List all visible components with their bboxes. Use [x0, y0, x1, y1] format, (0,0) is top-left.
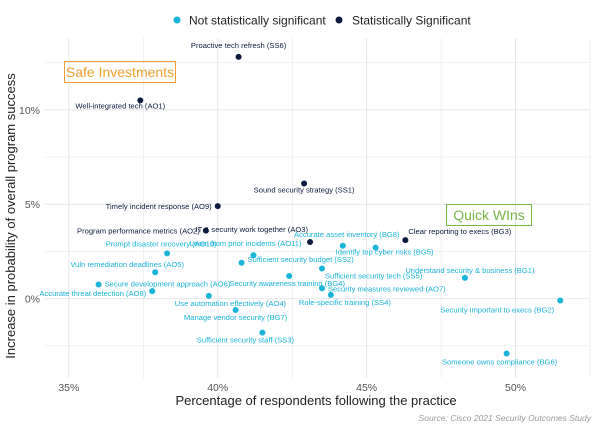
axis-ticks: 35% 40% 45% 50% 0% 5% 10% — [19, 105, 526, 394]
legend-not-sig-marker — [173, 16, 181, 24]
label-someone-owns-compliance-bg6: Someone owns compliance (BG6) — [442, 357, 558, 366]
data-points — [95, 53, 564, 357]
label-timely-incident-response-ao9: Timely incident response (AO9) — [106, 202, 213, 211]
point-use-automation-effectively-ao4 — [205, 292, 212, 299]
point-accurate-threat-detection-ao8 — [149, 288, 156, 295]
y-tick-label: 10% — [19, 105, 40, 117]
label-manage-vendor-security-bg7: Manage vendor security (BG7) — [184, 313, 288, 322]
label-role-specific-training-ss4: Role-specific training (SS4) — [299, 298, 391, 307]
source-note: Source: Cisco 2021 Security Outcomes Stu… — [419, 413, 592, 423]
point-it-security-work-together-ao3 — [307, 239, 314, 245]
quick-wins-label: Quick WIns — [453, 207, 525, 223]
x-tick-label: 45% — [356, 382, 377, 394]
label-vuln-remediation-deadlines-ao5: Vuln remediation deadlines (AO5) — [70, 260, 184, 269]
safe-investments-annotation: Safe Investments — [64, 61, 176, 83]
label-use-automation-effectively-ao4: Use automation effectively (AO4) — [175, 299, 287, 308]
point-sufficient-security-budget-ss2 — [238, 259, 245, 266]
legend: Not statistically significant Statistica… — [173, 14, 471, 28]
point-prompt-disaster-recovery-ao10 — [164, 250, 171, 257]
grid-lines — [45, 38, 591, 378]
legend-sig-marker — [335, 16, 343, 24]
label-proactive-tech-refresh-ss6: Proactive tech refresh (SS6) — [191, 41, 287, 50]
point-security-measures-reviewed-ao7 — [318, 285, 325, 292]
label-sufficient-security-budget-ss2: Sufficient security budget (SS2) — [248, 255, 355, 264]
point-sufficient-security-tech-ss5 — [318, 265, 325, 272]
legend-sig-label: Statistically Significant — [352, 14, 471, 28]
label-security-measures-reviewed-ao7: Security measures reviewed (AO7) — [328, 284, 446, 293]
y-tick-label: 0% — [25, 294, 40, 306]
label-secure-development-approach-ao6: Secure development approach (AO6) — [105, 280, 231, 289]
point-role-specific-training-ss4 — [327, 291, 334, 298]
quick-wins-box — [446, 204, 532, 226]
x-tick-label: 40% — [207, 382, 228, 394]
label-understand-security-business-bg1: Understand security & business (BG1) — [405, 266, 535, 275]
label-clear-reporting-to-execs-bg3: Clear reporting to execs (BG3) — [408, 227, 511, 236]
label-learn-from-prior-incidents-ao11: Learn from prior incidents (AO11) — [189, 239, 302, 248]
point-understand-security-business-bg1 — [461, 274, 468, 281]
point-accurate-asset-inventory-bg8 — [339, 242, 346, 249]
safe-investments-box — [64, 61, 176, 83]
label-accurate-asset-inventory-bg8: Accurate asset inventory (BG8) — [294, 230, 400, 239]
x-tick-label: 35% — [58, 382, 79, 394]
label-program-performance-metrics-ao2: Program performance metrics (AO2) — [77, 227, 200, 236]
label-prompt-disaster-recovery-ao10: Prompt disaster recovery (AO10) — [106, 239, 217, 248]
point-vuln-remediation-deadlines-ao5 — [152, 269, 159, 276]
label-sufficient-security-tech-ss5: Sufficient security tech (SS5) — [325, 271, 423, 280]
label-well-integrated-tech-ao1: Well-integrated tech (AO1) — [75, 101, 165, 110]
legend-not-sig-label: Not statistically significant — [189, 14, 326, 28]
label-accurate-threat-detection-ao8: Accurate threat detection (AO8) — [39, 289, 146, 298]
quick-wins-annotation: Quick WIns — [446, 204, 532, 226]
label-sufficient-security-staff-ss3: Sufficient security staff (SS3) — [197, 336, 295, 345]
point-secure-development-approach-ao6 — [95, 281, 102, 288]
y-tick-label: 5% — [25, 199, 40, 211]
point-manage-vendor-security-bg7 — [232, 307, 239, 313]
safe-investments-label: Safe Investments — [66, 64, 174, 80]
x-tick-label: 50% — [505, 382, 526, 394]
point-sound-security-strategy-ss1 — [301, 180, 308, 187]
label-it-security-work-together-ao3: IT & security work together (AO3) — [196, 225, 309, 234]
point-well-integrated-tech-ao1 — [137, 97, 144, 104]
point-program-performance-metrics-ao2 — [202, 227, 209, 234]
label-sound-security-strategy-ss1: Sound security strategy (SS1) — [254, 185, 355, 194]
label-security-important-to-execs-bg2: Security important to execs (BG2) — [440, 306, 554, 315]
point-someone-owns-compliance-bg6 — [503, 350, 510, 357]
y-axis-title: Increase in probability of overall progr… — [3, 73, 18, 359]
point-proactive-tech-refresh-ss6 — [235, 53, 242, 60]
point-learn-from-prior-incidents-ao11 — [250, 252, 257, 259]
point-security-important-to-execs-bg2 — [557, 297, 564, 304]
point-sufficient-security-staff-ss3 — [259, 329, 266, 336]
data-labels: Proactive tech refresh (SS6) Well-integra… — [39, 41, 557, 367]
x-axis-title: Percentage of respondents following the … — [175, 393, 456, 408]
point-timely-incident-response-ao9 — [214, 203, 221, 210]
point-security-awareness-training-bg4 — [286, 273, 293, 279]
label-identify-top-cyber-risks-bg5: Identify top cyber risks (BG5) — [336, 248, 434, 257]
point-identify-top-cyber-risks-bg5 — [372, 244, 379, 251]
label-security-awareness-training-bg4: Security awareness training (BG4) — [229, 279, 345, 288]
point-clear-reporting-to-execs-bg3 — [402, 237, 409, 244]
